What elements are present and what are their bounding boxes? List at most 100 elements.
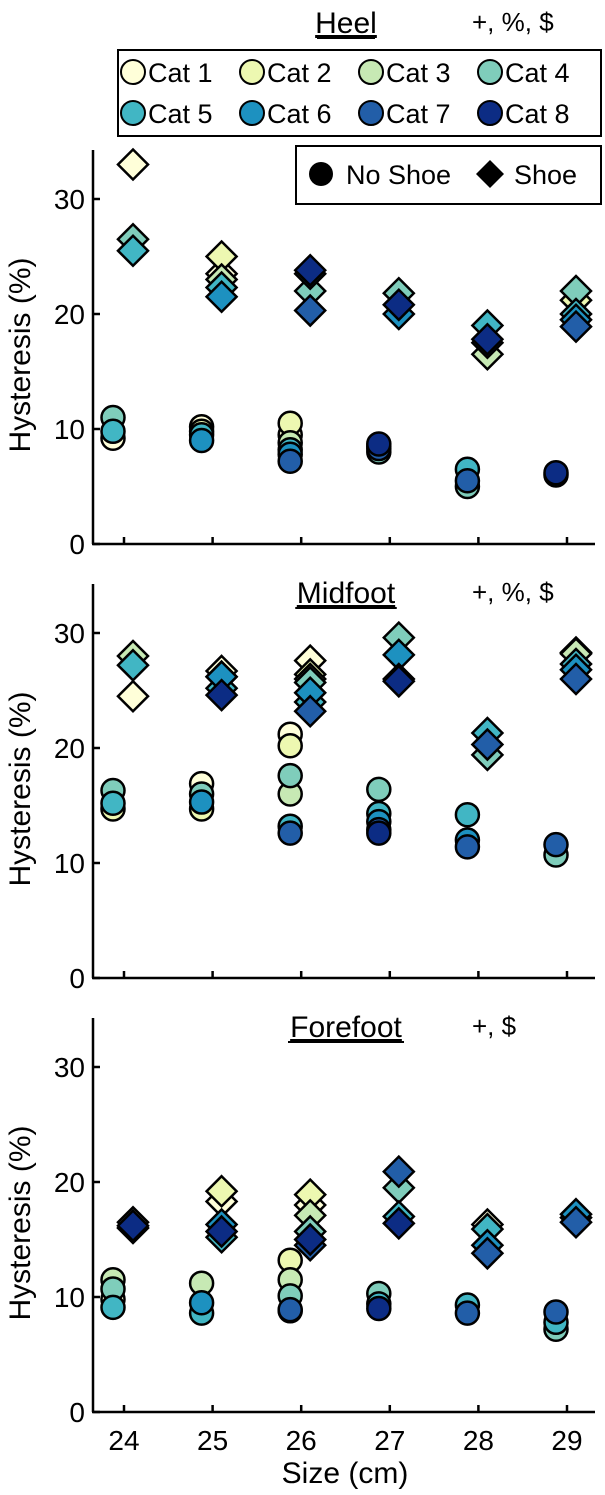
legend-item-cat-6: Cat 6	[239, 99, 332, 129]
no-shoe-marker	[188, 789, 215, 815]
shoe-marker	[116, 147, 150, 182]
shoe-marker	[293, 253, 327, 288]
significance-markers: +, %, $	[472, 7, 554, 37]
no-shoe-marker	[100, 418, 126, 445]
no-shoe-marker	[366, 431, 392, 457]
no-shoe-marker	[100, 1294, 126, 1321]
svg-text:Cat 8: Cat 8	[505, 99, 570, 129]
shoe-marker	[204, 1214, 239, 1249]
no-shoe-marker	[277, 1296, 303, 1323]
panel-title: Heel	[315, 7, 377, 40]
y-tick-label: 0	[69, 963, 85, 994]
shoe-marker	[116, 1208, 150, 1243]
no-shoe-marker	[543, 1299, 569, 1325]
no-shoe-marker	[366, 1295, 392, 1322]
shoe-marker	[116, 233, 150, 268]
x-tick-label: 29	[551, 1425, 582, 1456]
shoe-marker	[293, 694, 327, 728]
shoe-marker	[470, 1236, 505, 1271]
panel-title: Midfoot	[297, 577, 396, 610]
data-points	[100, 147, 593, 500]
panel-forefoot: 0 10 20 30 24 25 26 27 28 29 Hysteresis (%) Forefoo…	[4, 1011, 595, 1456]
no-shoe-marker	[277, 448, 303, 474]
legend-item-cat-8: Cat 8	[477, 99, 570, 129]
category-legend: Cat 1 Cat 2 Cat 3 Cat 4 Cat 5 Cat 6 Cat 7 Cat 8	[117, 49, 602, 137]
shoe-marker	[559, 662, 593, 696]
shoe-marker	[204, 1174, 239, 1208]
y-tick-label: 30	[54, 618, 85, 649]
data-points	[100, 620, 593, 868]
y-axis-label: Hysteresis (%)	[4, 1125, 37, 1320]
legend-no-shoe: No Shoe	[309, 160, 451, 190]
panels: 0 10 20 30 Hysteresis (%) Heel +, %, $ 0 10 20 30 H…	[4, 7, 595, 1456]
shoe-marker	[293, 1222, 327, 1257]
shoe-marker	[116, 648, 150, 682]
x-tick-label: 27	[374, 1425, 405, 1456]
no-shoe-marker	[454, 801, 481, 828]
no-shoe-marker	[100, 790, 126, 816]
panel-midfoot: 0 10 20 30 Hysteresis (%) Midfoot +, %, $	[4, 577, 595, 994]
no-shoe-marker	[543, 831, 569, 858]
y-tick-label: 10	[54, 414, 85, 445]
no-shoe-marker	[277, 732, 303, 759]
shoe-marker	[559, 309, 593, 344]
legend-item-cat-1: Cat 1	[120, 58, 213, 88]
shoe-marker	[382, 1206, 416, 1241]
no-shoe-marker	[543, 459, 569, 486]
shoe-marker	[470, 727, 505, 762]
no-shoe-marker	[454, 1300, 481, 1326]
no-shoe-marker	[454, 834, 481, 860]
legend-item-cat-3: Cat 3	[358, 58, 451, 88]
svg-text:Cat 5: Cat 5	[148, 99, 213, 129]
condition-legend: No Shoe Shoe	[295, 145, 602, 205]
svg-text:Cat 3: Cat 3	[386, 58, 451, 88]
data-points	[100, 1154, 593, 1342]
y-tick-label: 30	[54, 1052, 85, 1083]
shoe-marker	[293, 293, 327, 328]
legend-shoe: Shoe	[476, 160, 577, 190]
y-tick-label: 20	[54, 1167, 85, 1198]
shoe-marker	[382, 288, 416, 322]
legend-item-cat-5: Cat 5	[120, 99, 213, 129]
y-axis-label: Hysteresis (%)	[4, 257, 37, 452]
legend-item-cat-2: Cat 2	[239, 58, 332, 88]
significance-markers: +, $	[472, 1011, 517, 1041]
legend-item-cat-7: Cat 7	[358, 99, 451, 129]
x-tick-label: 26	[286, 1425, 317, 1456]
y-tick-label: 10	[54, 1282, 85, 1313]
y-tick-label: 10	[54, 848, 85, 879]
y-tick-label: 0	[69, 1397, 85, 1428]
panel-heel: 0 10 20 30 Hysteresis (%) Heel +, %, $	[4, 7, 595, 560]
y-axis-label: Hysteresis (%)	[4, 691, 37, 886]
legend-item-cat-4: Cat 4	[477, 58, 570, 88]
no-shoe-marker	[277, 820, 303, 846]
x-tick-label: 25	[197, 1425, 228, 1456]
no-shoe-marker	[454, 468, 481, 494]
shoe-marker	[559, 1205, 593, 1240]
svg-text:Cat 2: Cat 2	[267, 58, 332, 88]
svg-text:Cat 4: Cat 4	[505, 58, 570, 88]
shoe-marker	[470, 322, 505, 357]
y-tick-label: 20	[54, 299, 85, 330]
panel-title: Forefoot	[290, 1011, 402, 1044]
shoe-marker	[116, 679, 150, 714]
no-shoe-marker	[366, 820, 392, 846]
no-shoe-marker	[188, 1290, 215, 1316]
y-tick-label: 30	[54, 184, 85, 215]
svg-text:Shoe: Shoe	[514, 160, 577, 190]
svg-text:Cat 6: Cat 6	[267, 99, 332, 129]
shoe-marker	[204, 678, 239, 712]
no-shoe-marker	[277, 762, 303, 789]
x-tick-label: 24	[108, 1425, 139, 1456]
y-tick-label: 0	[69, 529, 85, 560]
shoe-marker	[382, 664, 416, 699]
y-tick-label: 20	[54, 733, 85, 764]
no-shoe-marker	[188, 427, 215, 454]
x-axis-label: Size (cm)	[282, 1457, 409, 1490]
shoe-marker	[382, 1154, 416, 1189]
significance-markers: +, %, $	[472, 577, 554, 607]
svg-text:Cat 1: Cat 1	[148, 58, 213, 88]
shoe-marker	[204, 279, 239, 314]
x-tick-label: 28	[463, 1425, 494, 1456]
